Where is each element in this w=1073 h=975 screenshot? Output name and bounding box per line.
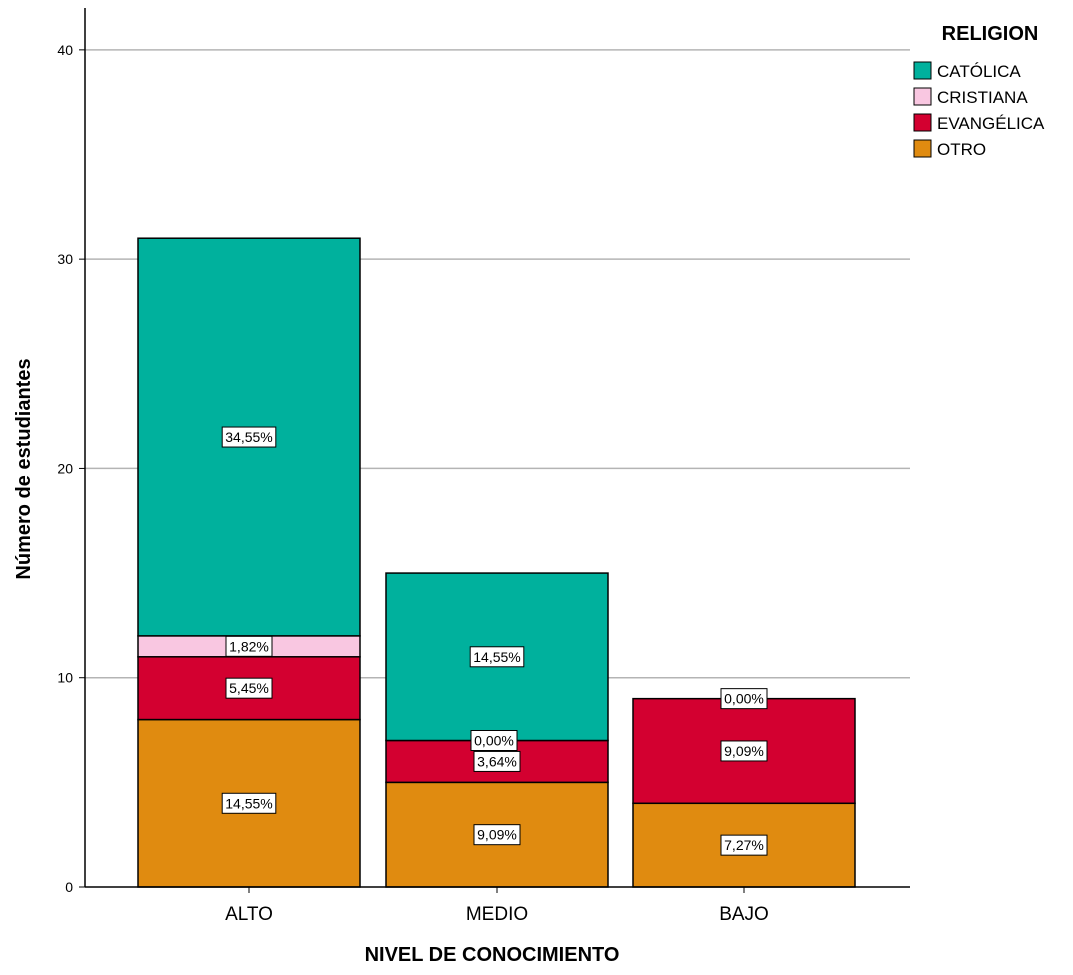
legend: RELIGION CATÓLICA CRISTIANA EVANGÉLICA OTRO bbox=[913, 23, 1045, 159]
y-tick-label: 0 bbox=[65, 879, 73, 895]
data-labels: 14,55% 5,45% 1,82% 34,55% 9,09% 3,64% 0,00% 14,… bbox=[221, 426, 768, 856]
data-label-box bbox=[473, 824, 521, 846]
x-tick-label: ALTO bbox=[225, 904, 273, 925]
data-label-value: 9,09% bbox=[477, 827, 517, 843]
legend-swatch bbox=[913, 139, 932, 158]
data-label: 1,82% bbox=[225, 635, 273, 657]
data-label: 0,00% bbox=[470, 730, 518, 751]
x-tick-label: BAJO bbox=[719, 904, 769, 925]
data-label-value: 3,64% bbox=[477, 753, 517, 769]
y-tick-label: 10 bbox=[57, 670, 73, 686]
x-tick-label: MEDIO bbox=[466, 904, 528, 925]
data-label: 14,55% bbox=[469, 646, 525, 668]
x-axis-title: NIVEL DE CONOCIMIENTO bbox=[365, 944, 620, 966]
legend-label: EVANGÉLICA bbox=[937, 114, 1045, 133]
legend-label: CRISTIANA bbox=[937, 88, 1028, 107]
data-label-box bbox=[470, 730, 518, 751]
data-label-box bbox=[720, 740, 768, 762]
y-tick-label: 20 bbox=[57, 460, 73, 476]
legend-item: EVANGÉLICA bbox=[913, 113, 1045, 133]
data-label-box bbox=[720, 688, 768, 710]
data-label-box bbox=[221, 792, 277, 814]
data-label-box bbox=[720, 834, 768, 856]
data-label-box bbox=[469, 646, 525, 668]
y-tick-label: 40 bbox=[57, 42, 73, 58]
data-label: 34,55% bbox=[221, 426, 277, 448]
legend-item: OTRO bbox=[913, 139, 986, 159]
data-label-value: 9,09% bbox=[724, 743, 764, 759]
legend-swatch bbox=[913, 113, 932, 132]
legend-item: CRISTIANA bbox=[913, 87, 1028, 107]
bars bbox=[137, 237, 856, 888]
data-label-box bbox=[225, 635, 273, 657]
legend-swatch bbox=[913, 61, 932, 80]
data-label-value: 0,00% bbox=[474, 733, 514, 749]
data-label-box bbox=[473, 750, 521, 772]
data-label: 7,27% bbox=[720, 834, 768, 856]
data-label: 0,00% bbox=[720, 688, 768, 710]
data-label-value: 7,27% bbox=[724, 837, 764, 853]
data-label-value: 14,55% bbox=[225, 795, 272, 811]
data-label-value: 1,82% bbox=[229, 638, 269, 654]
data-label: 14,55% bbox=[221, 792, 277, 814]
axes: 0 10 20 30 40 ALTO MEDIO BAJO bbox=[57, 8, 910, 925]
legend-swatch bbox=[913, 87, 932, 106]
data-label-value: 34,55% bbox=[225, 429, 272, 445]
data-label-box bbox=[225, 677, 273, 699]
y-axis-title: Número de estudiantes bbox=[13, 358, 35, 579]
data-label: 9,09% bbox=[473, 824, 521, 846]
legend-label: CATÓLICA bbox=[937, 62, 1021, 81]
data-label: 3,64% bbox=[473, 750, 521, 772]
data-label: 5,45% bbox=[225, 677, 273, 699]
data-label-value: 0,00% bbox=[724, 691, 764, 707]
data-label-box bbox=[221, 426, 277, 448]
data-label-value: 14,55% bbox=[473, 649, 520, 665]
data-label-value: 5,45% bbox=[229, 680, 269, 696]
data-label: 9,09% bbox=[720, 740, 768, 762]
legend-item: CATÓLICA bbox=[913, 61, 1021, 81]
y-tick-label: 30 bbox=[57, 251, 73, 267]
legend-label: OTRO bbox=[937, 140, 986, 159]
legend-title: RELIGION bbox=[942, 23, 1039, 45]
